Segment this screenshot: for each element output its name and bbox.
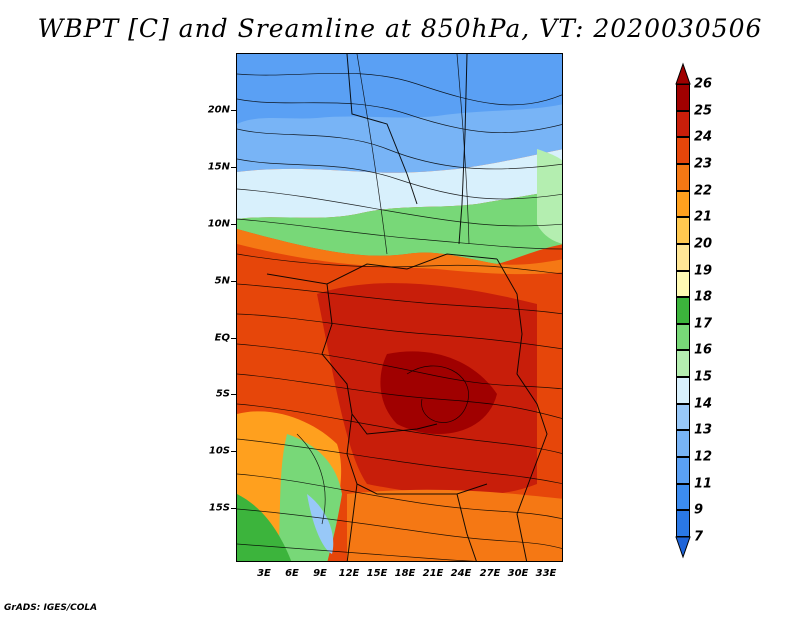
lat-label-15n: 15N xyxy=(207,161,230,173)
wbpt-field xyxy=(237,54,562,561)
colorbar-label: 13 xyxy=(694,422,713,438)
colorbar-segment xyxy=(676,323,690,351)
map-panel xyxy=(236,53,563,562)
lon-label-12e: 12E xyxy=(338,568,360,579)
colorbar-label: 24 xyxy=(694,129,713,145)
colorbar-segment xyxy=(676,430,690,458)
colorbar-label: 19 xyxy=(694,263,713,279)
colorbar-top-arrow xyxy=(675,62,691,85)
colorbar-label: 12 xyxy=(694,449,713,465)
colorbar-label: 17 xyxy=(694,316,713,332)
colorbar-label: 11 xyxy=(694,476,713,492)
lat-tick xyxy=(231,508,236,509)
colorbar-segment xyxy=(676,163,690,191)
colorbar-segment xyxy=(676,217,690,244)
colorbar-segment xyxy=(676,243,690,271)
colorbar-label: 22 xyxy=(694,183,713,199)
lat-label-5n: 5N xyxy=(214,275,230,287)
lat-tick xyxy=(231,394,236,395)
colorbar-segment xyxy=(676,297,690,324)
lat-tick xyxy=(231,281,236,282)
colorbar-segment xyxy=(676,457,690,484)
colorbar-segment xyxy=(676,483,690,511)
lon-label-27e: 27E xyxy=(479,568,501,579)
lat-tick xyxy=(231,110,236,111)
lat-tick xyxy=(231,224,236,225)
lat-tick xyxy=(231,451,236,452)
colorbar-segment xyxy=(676,190,690,218)
colorbar-label: 7 xyxy=(694,529,704,545)
lon-label-30e: 30E xyxy=(507,568,529,579)
lat-label-eq: EQ xyxy=(214,332,230,344)
colorbar-segment xyxy=(676,270,690,298)
lon-label-15e: 15E xyxy=(366,568,388,579)
colorbar-label: 15 xyxy=(694,369,713,385)
lon-label-9e: 9E xyxy=(313,568,327,579)
lon-label-21e: 21E xyxy=(422,568,444,579)
lon-label-3e: 3E xyxy=(257,568,271,579)
lat-tick xyxy=(231,167,236,168)
lon-label-18e: 18E xyxy=(394,568,416,579)
chart-title: WBPT [C] and Sreamline at 850hPa, VT: 20… xyxy=(37,14,763,43)
colorbar-segment xyxy=(676,377,690,404)
colorbar-label: 18 xyxy=(694,289,713,305)
colorbar-bottom-arrow xyxy=(675,536,691,559)
lat-label-15s: 15S xyxy=(208,502,230,514)
lat-label-10n: 10N xyxy=(207,218,230,230)
colorbar-label: 21 xyxy=(694,209,713,225)
colorbar-label: 25 xyxy=(694,103,713,119)
lat-label-5s: 5S xyxy=(215,388,230,400)
lat-label-20n: 20N xyxy=(207,104,230,116)
colorbar-label: 16 xyxy=(694,342,713,358)
colorbar-segment xyxy=(676,403,690,431)
lon-label-6e: 6E xyxy=(285,568,299,579)
colorbar-segment xyxy=(676,510,690,537)
colorbar-label: 26 xyxy=(694,76,713,92)
colorbar-segment xyxy=(676,350,690,378)
lon-label-33e: 33E xyxy=(535,568,557,579)
colorbar-label: 20 xyxy=(694,236,713,252)
colorbar-segment xyxy=(676,137,690,164)
lat-label-10s: 10S xyxy=(208,445,230,457)
lat-tick xyxy=(231,338,236,339)
colorbar-label: 14 xyxy=(694,396,713,412)
colorbar-segment xyxy=(676,84,690,111)
lon-label-24e: 24E xyxy=(450,568,472,579)
colorbar-segment xyxy=(676,110,690,138)
footer-credit: GrADS: IGES/COLA xyxy=(4,603,98,613)
colorbar-label: 23 xyxy=(694,156,713,172)
colorbar-label: 9 xyxy=(694,502,704,518)
